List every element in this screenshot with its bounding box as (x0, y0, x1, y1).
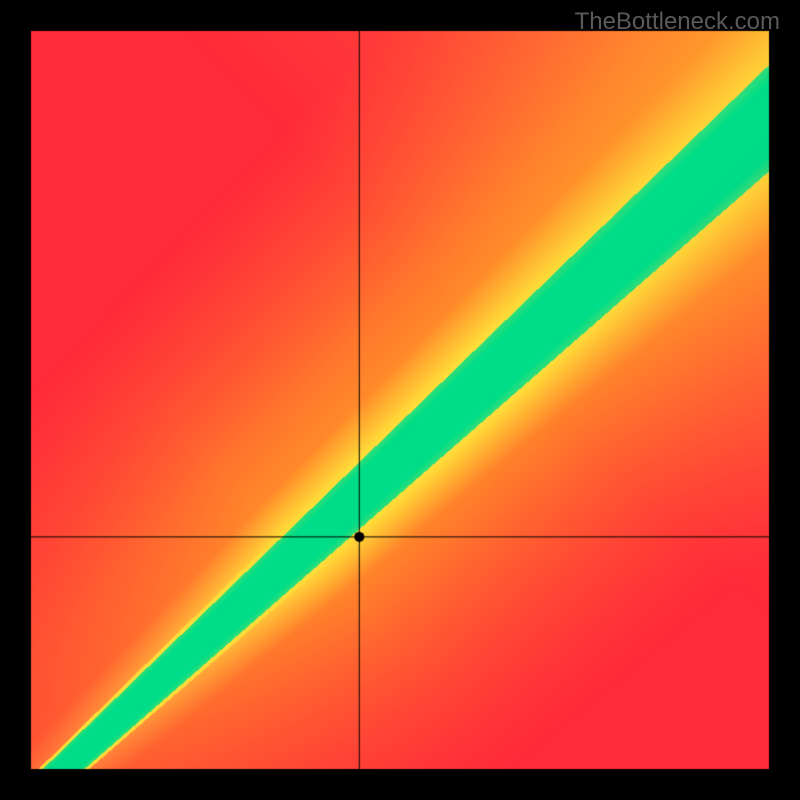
watermark-text: TheBottleneck.com (575, 8, 780, 36)
chart-container: TheBottleneck.com (0, 0, 800, 800)
heatmap-canvas (0, 0, 800, 800)
